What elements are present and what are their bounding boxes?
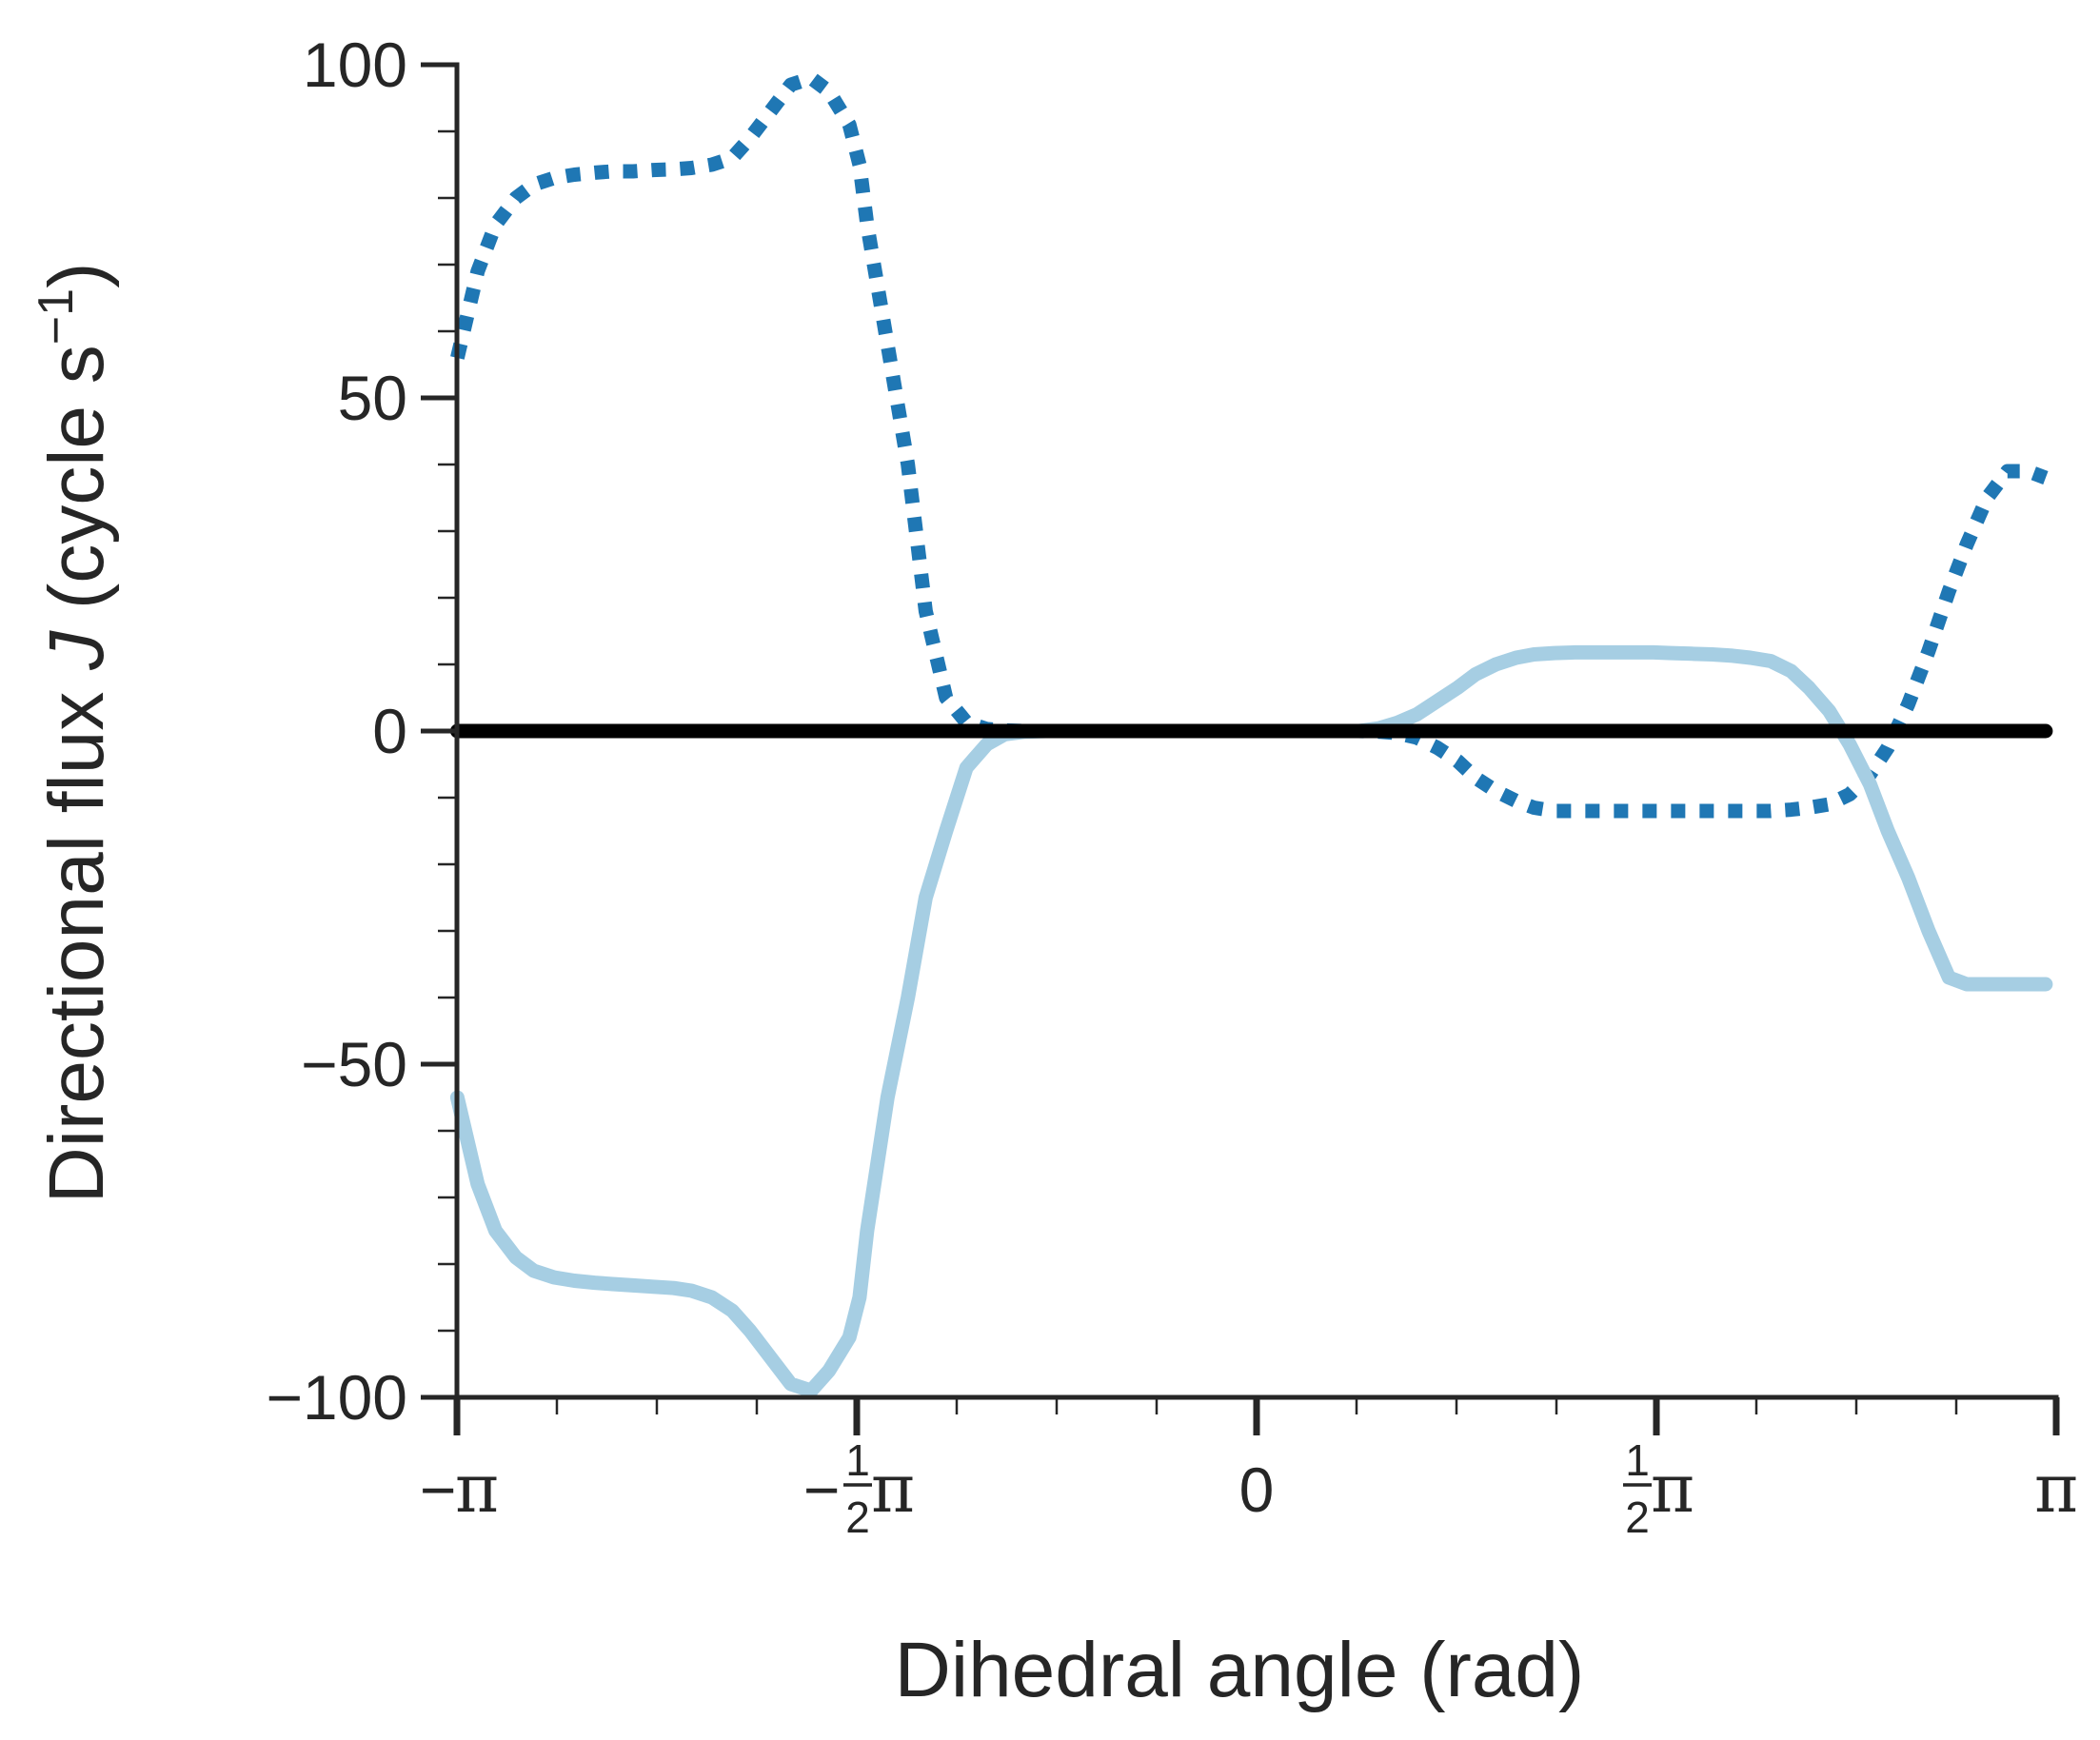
y-axis-label-prefix: Directional flux (33, 670, 120, 1204)
series-layer (449, 70, 2053, 1398)
x-tick-label: −π (420, 1450, 499, 1528)
svg-text:1: 1 (845, 1435, 870, 1485)
svg-text:π: π (2034, 1450, 2078, 1528)
svg-text:0: 0 (1239, 1454, 1275, 1525)
svg-text:π: π (1651, 1450, 1694, 1528)
axes (421, 62, 2060, 1435)
y-axis-label-exponent: −1 (29, 288, 84, 345)
svg-text:2: 2 (1625, 1493, 1650, 1542)
svg-text:1: 1 (1625, 1435, 1650, 1485)
y-axis-label-close: ) (33, 263, 120, 288)
x-tick-label: −1 2 π (803, 1435, 915, 1542)
x-axis-label: Dihedral angle (rad) (895, 1627, 1585, 1713)
series-line-2 (449, 644, 2053, 1398)
y-tick-label: −100 (266, 1362, 407, 1433)
y-tick-label: −50 (301, 1029, 407, 1099)
x-tick-label: π (2034, 1450, 2078, 1528)
svg-text:2: 2 (845, 1493, 870, 1542)
y-tick-label: 50 (338, 363, 407, 433)
x-tick-label: 0 (1239, 1454, 1275, 1525)
y-tick-label: 100 (303, 30, 407, 100)
series-line-1 (450, 70, 2049, 819)
x-tick-label: 1 2 π (1623, 1435, 1694, 1542)
y-tick-label: 0 (372, 696, 407, 766)
svg-text:−: − (803, 1454, 841, 1525)
svg-text:π: π (455, 1450, 499, 1528)
svg-text:−: − (420, 1454, 457, 1525)
svg-text:π: π (871, 1450, 915, 1528)
y-axis-label-variable: J (33, 630, 120, 671)
y-axis-label-unit: (cycle s (33, 345, 120, 631)
y-axis-label: Directional flux J (cycle s−1) (29, 263, 120, 1204)
